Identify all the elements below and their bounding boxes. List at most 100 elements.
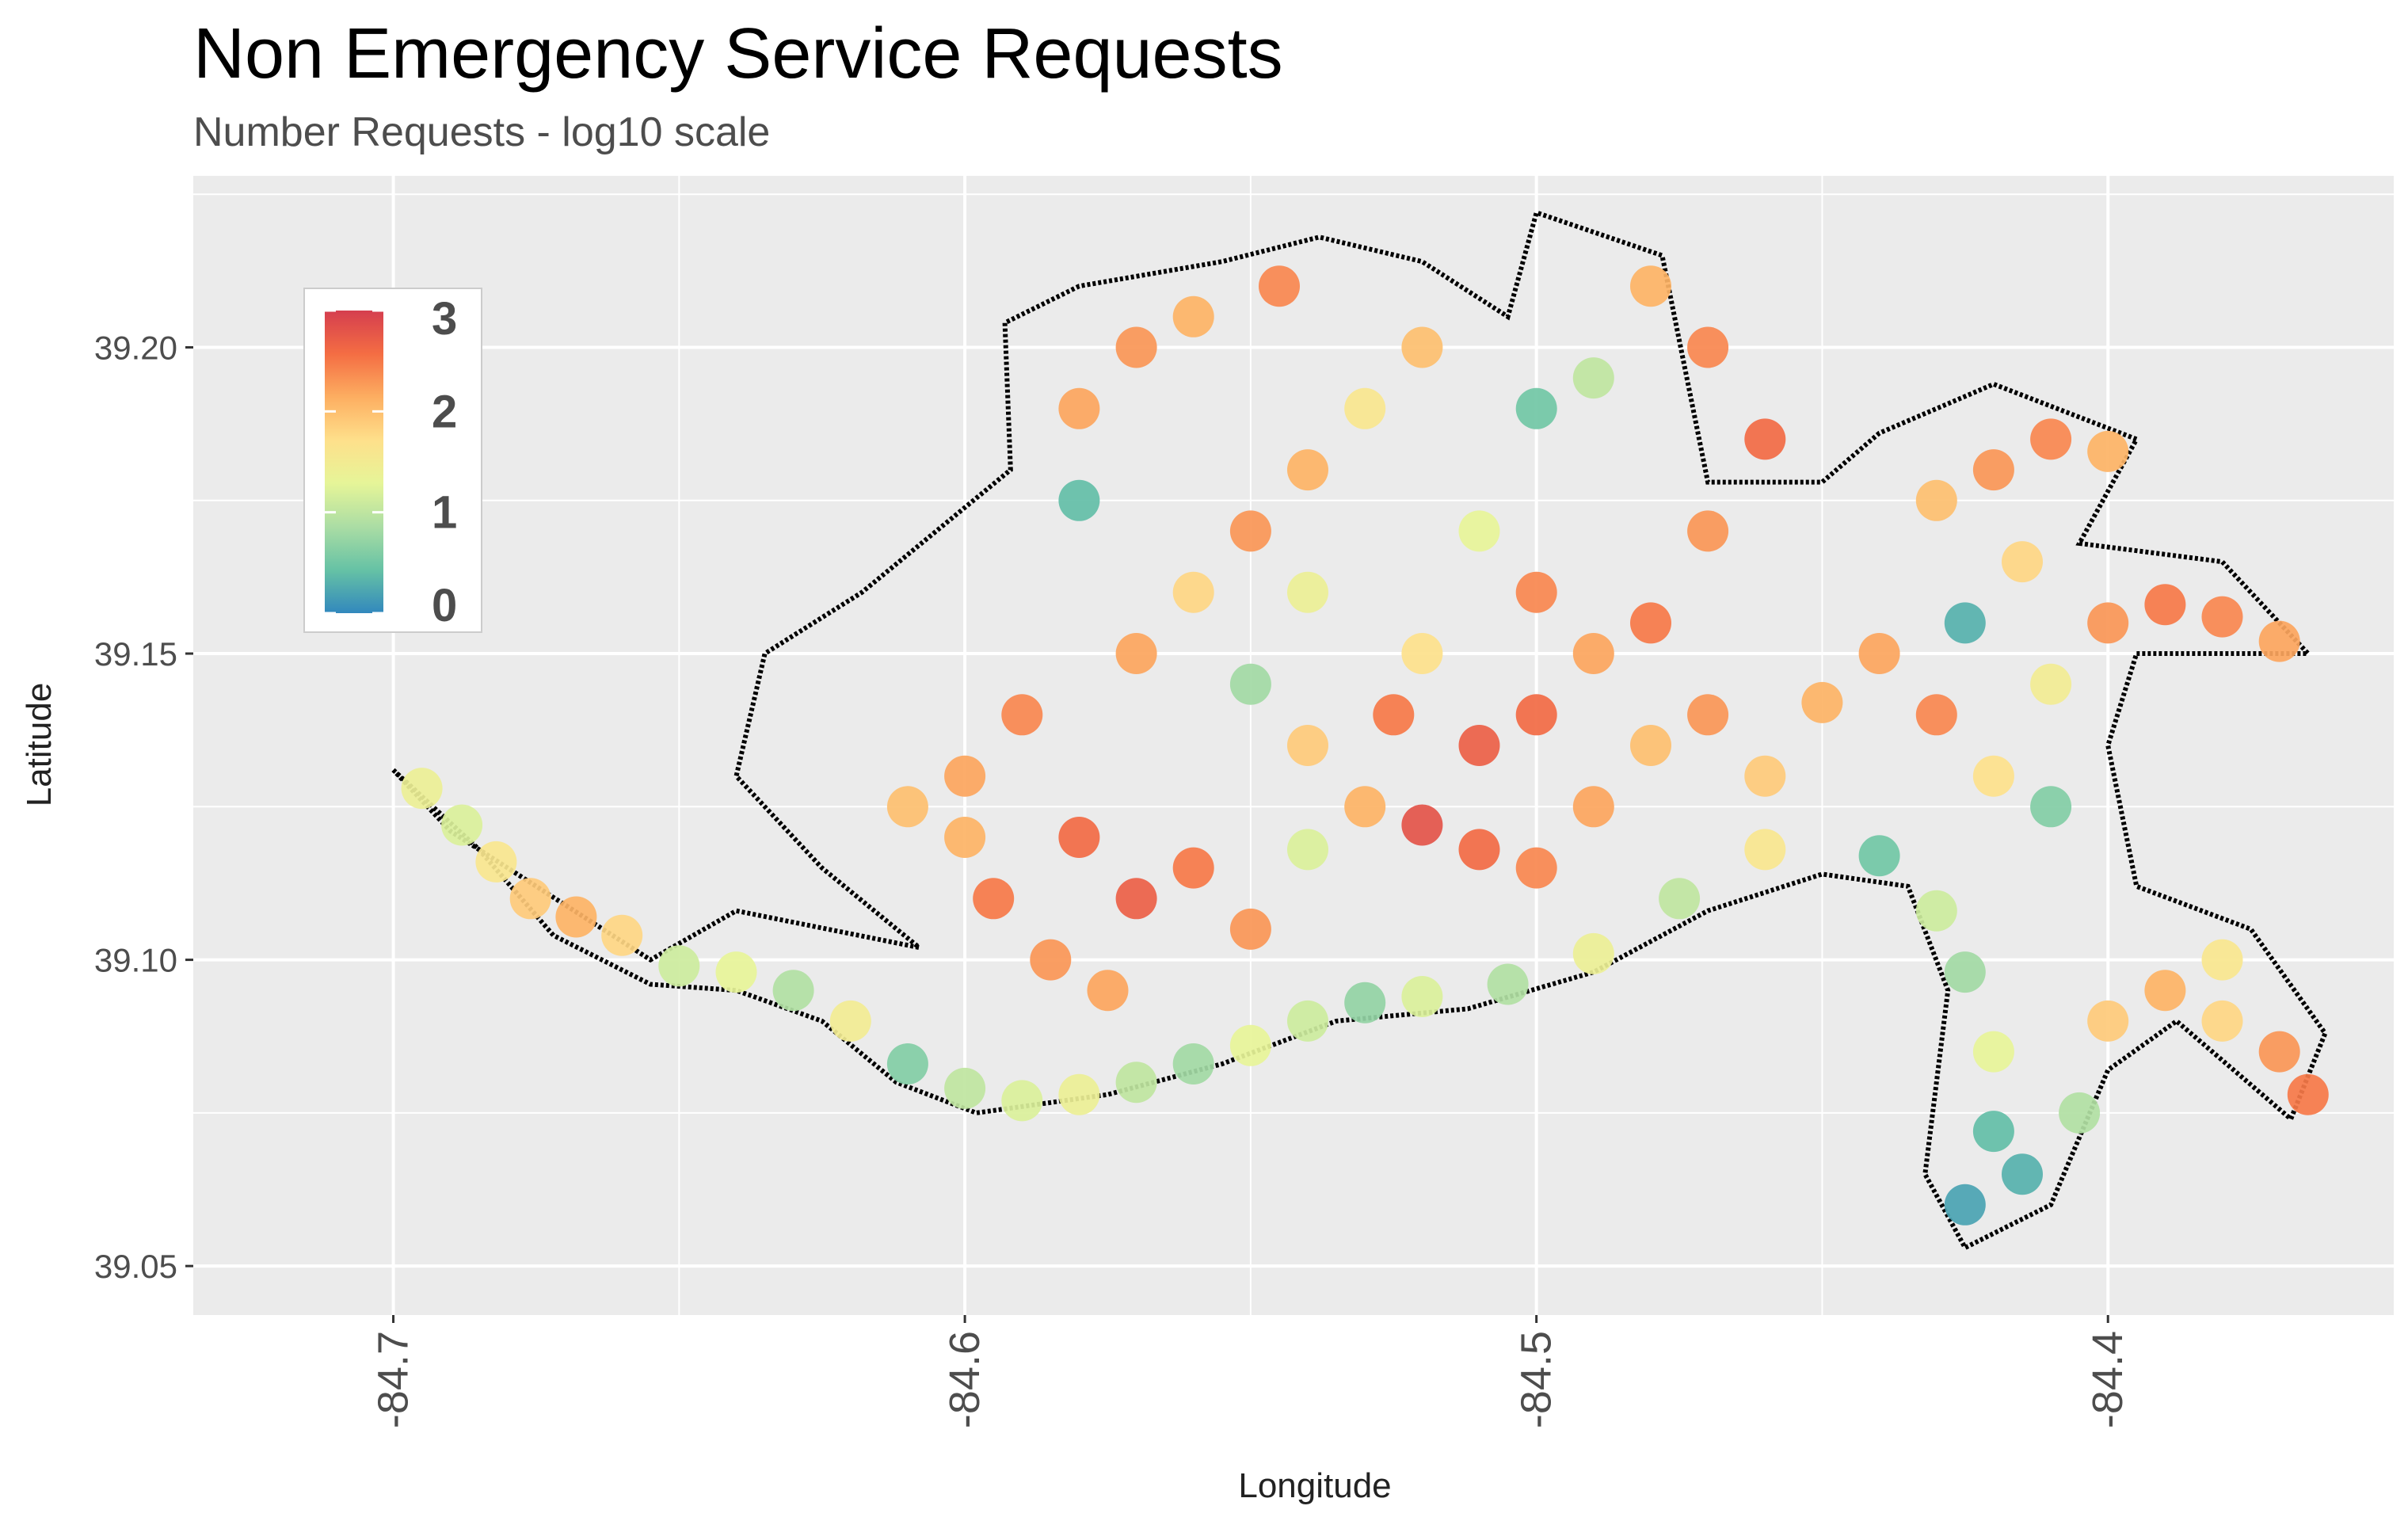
data-point-12: [1001, 1080, 1043, 1122]
data-point-19: [1401, 976, 1443, 1017]
data-point-6: [658, 945, 700, 987]
data-point-50: [1572, 786, 1614, 828]
legend-label-1: 1: [432, 487, 457, 539]
data-point-64: [1115, 633, 1157, 674]
data-point-15: [1172, 1043, 1214, 1085]
legend-label-3: 3: [432, 293, 457, 345]
data-point-7: [715, 951, 757, 993]
data-point-93: [1030, 939, 1072, 981]
data-point-39: [944, 755, 986, 797]
data-point-67: [1287, 449, 1328, 491]
data-point-5: [601, 914, 643, 956]
data-point-101: [1944, 602, 1986, 644]
data-point-70: [1458, 510, 1500, 552]
data-point-42: [1115, 878, 1157, 920]
data-point-44: [1229, 908, 1271, 950]
data-point-27: [1972, 1031, 2014, 1073]
data-point-47: [1401, 804, 1443, 846]
data-point-55: [1858, 633, 1900, 674]
data-point-51: [1630, 725, 1671, 766]
data-point-8: [772, 970, 814, 1012]
data-point-92: [973, 878, 1015, 920]
data-point-52: [1687, 694, 1729, 736]
data-point-1: [441, 804, 483, 846]
data-point-85: [1229, 663, 1271, 705]
data-point-90: [1373, 694, 1415, 736]
data-point-79: [1515, 387, 1557, 429]
data-point-20: [1487, 963, 1529, 1005]
data-point-63: [2030, 786, 2072, 828]
data-point-18: [1344, 982, 1386, 1024]
data-point-69: [1401, 326, 1443, 368]
data-point-74: [1687, 510, 1729, 552]
y-axis-title: Latitude: [20, 683, 59, 807]
data-point-45: [1287, 829, 1328, 871]
data-point-59: [2087, 602, 2129, 644]
data-point-80: [1058, 387, 1100, 429]
x-tick-label-0: -84.7: [370, 1331, 417, 1428]
data-point-89: [1458, 725, 1500, 766]
data-point-75: [1744, 418, 1786, 460]
data-point-31: [2059, 1092, 2101, 1134]
data-point-28: [1972, 1111, 2014, 1153]
data-point-83: [1259, 265, 1300, 307]
data-point-53: [1744, 755, 1786, 797]
data-point-49: [1515, 847, 1557, 889]
data-point-35: [2258, 1031, 2300, 1073]
data-point-61: [2201, 596, 2243, 638]
data-point-91: [1287, 725, 1328, 766]
data-point-4: [555, 896, 597, 938]
data-points: [401, 265, 2329, 1226]
data-point-66: [1229, 510, 1271, 552]
data-point-17: [1287, 1000, 1328, 1042]
boundary-outline: [391, 209, 2328, 1251]
data-point-46: [1344, 786, 1386, 828]
data-point-0: [401, 768, 443, 810]
color-legend: 0 1 2 3: [303, 288, 482, 633]
data-point-9: [829, 1000, 871, 1042]
data-point-56: [1915, 694, 1957, 736]
legend-label-2: 2: [432, 386, 457, 437]
data-point-10: [886, 1043, 928, 1085]
data-point-71: [1515, 571, 1557, 613]
data-point-11: [944, 1067, 986, 1109]
data-point-95: [944, 817, 986, 858]
data-point-94: [1087, 970, 1129, 1012]
data-point-34: [2201, 1000, 2243, 1042]
data-point-38: [1001, 694, 1043, 736]
data-point-24: [1858, 835, 1900, 877]
data-point-13: [1058, 1073, 1100, 1115]
chart-title: Non Emergency Service Requests: [193, 14, 1283, 93]
data-point-21: [1572, 932, 1614, 974]
data-point-62: [2258, 620, 2300, 662]
x-tick-label-3: -84.4: [2084, 1331, 2132, 1428]
data-point-68: [1344, 387, 1386, 429]
data-point-84: [1058, 479, 1100, 521]
data-point-99: [2087, 430, 2129, 472]
data-point-26: [1944, 951, 1986, 993]
legend-label-0: 0: [432, 580, 457, 631]
data-point-72: [1572, 633, 1614, 674]
y-tick-label-2: 39.15: [94, 635, 177, 673]
data-point-100: [2002, 541, 2043, 583]
data-point-43: [1172, 847, 1214, 889]
data-point-2: [475, 841, 517, 882]
y-tick-label-3: 39.20: [94, 329, 177, 366]
data-point-98: [2030, 418, 2072, 460]
chart-subtitle: Number Requests - log10 scale: [193, 109, 770, 155]
legend-ticks: 0 1 2 3: [325, 293, 457, 631]
data-point-16: [1229, 1024, 1271, 1066]
data-point-65: [1172, 571, 1214, 613]
data-point-57: [1972, 755, 2014, 797]
data-point-14: [1115, 1062, 1157, 1104]
y-tick-label-1: 39.10: [94, 942, 177, 979]
data-point-96: [1915, 479, 1957, 521]
city-boundary-path: [391, 209, 2328, 1251]
grid-lines: [193, 176, 2394, 1315]
x-tick-label-2: -84.5: [1513, 1331, 1560, 1428]
data-point-30: [2002, 1153, 2043, 1195]
data-point-3: [509, 878, 551, 920]
data-point-77: [1630, 265, 1671, 307]
data-point-33: [2144, 970, 2186, 1012]
